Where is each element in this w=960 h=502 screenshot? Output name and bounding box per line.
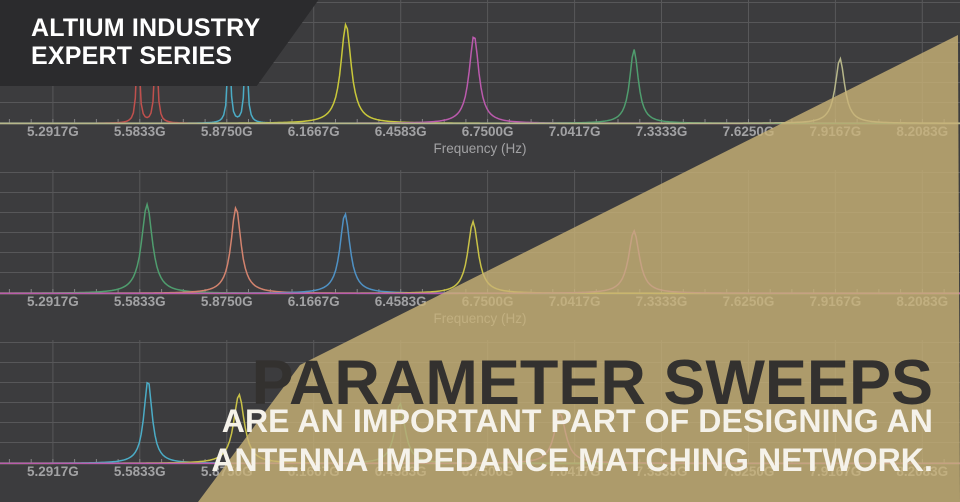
svg-text:5.2917G: 5.2917G [27,294,79,309]
svg-text:7.6250G: 7.6250G [723,124,775,139]
svg-text:7.9167G: 7.9167G [810,294,862,309]
svg-text:6.1667G: 6.1667G [288,124,340,139]
svg-text:7.0417G: 7.0417G [549,294,601,309]
svg-text:Frequency (Hz): Frequency (Hz) [433,311,526,326]
svg-text:5.5833G: 5.5833G [114,124,166,139]
svg-text:5.2917G: 5.2917G [27,124,79,139]
svg-text:6.7500G: 6.7500G [462,124,514,139]
svg-text:7.0417G: 7.0417G [549,124,601,139]
svg-text:5.8750G: 5.8750G [201,294,253,309]
svg-text:6.7500G: 6.7500G [462,294,514,309]
svg-text:7.9167G: 7.9167G [810,124,862,139]
svg-text:7.6250G: 7.6250G [723,294,775,309]
svg-text:8.2083G: 8.2083G [896,294,948,309]
svg-text:5.5833G: 5.5833G [114,294,166,309]
svg-text:8.2083G: 8.2083G [896,124,948,139]
svg-text:7.3333G: 7.3333G [636,124,688,139]
svg-text:6.4583G: 6.4583G [375,294,427,309]
svg-text:6.4583G: 6.4583G [375,124,427,139]
svg-text:5.8750G: 5.8750G [201,124,253,139]
svg-text:Frequency (Hz): Frequency (Hz) [433,141,526,156]
svg-text:7.3333G: 7.3333G [636,294,688,309]
svg-text:6.1667G: 6.1667G [288,294,340,309]
